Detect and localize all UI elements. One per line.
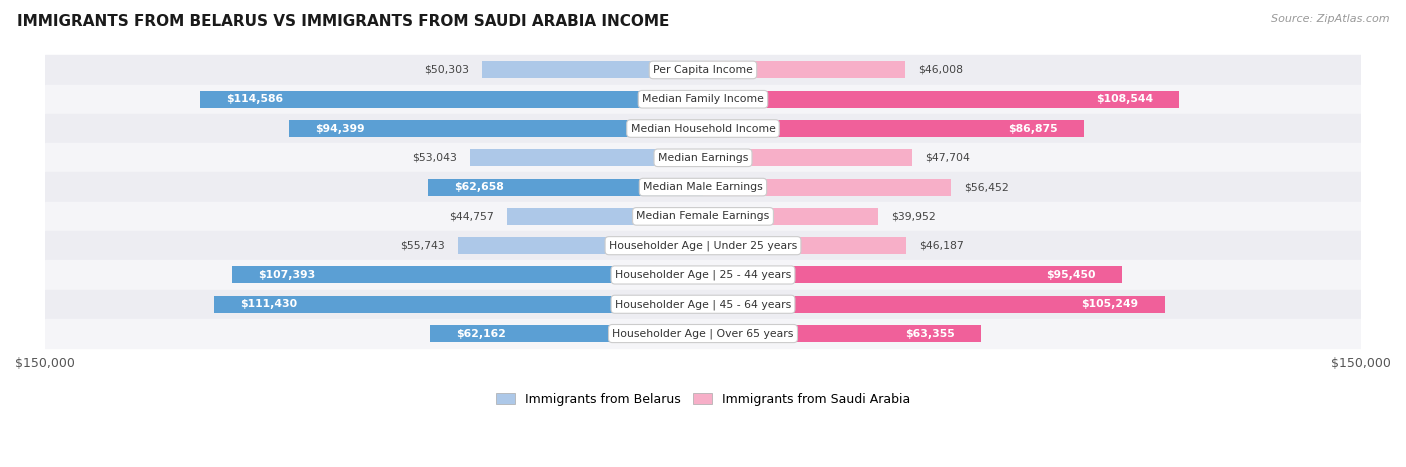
Text: $46,187: $46,187 — [918, 241, 963, 251]
Bar — [703, 120, 1084, 137]
Bar — [288, 120, 703, 137]
Bar — [703, 296, 1164, 313]
Bar — [703, 267, 1122, 283]
Text: Householder Age | Over 65 years: Householder Age | Over 65 years — [612, 328, 794, 339]
Bar — [703, 149, 912, 166]
Text: Median Female Earnings: Median Female Earnings — [637, 212, 769, 221]
Bar — [703, 237, 905, 254]
Bar — [506, 208, 703, 225]
Bar — [430, 325, 703, 342]
Text: Per Capita Income: Per Capita Income — [652, 65, 754, 75]
Bar — [45, 231, 1361, 260]
Text: Median Family Income: Median Family Income — [643, 94, 763, 104]
Bar — [200, 91, 703, 108]
Text: $86,875: $86,875 — [1008, 123, 1057, 134]
Bar — [458, 237, 703, 254]
Text: $56,452: $56,452 — [965, 182, 1008, 192]
Bar — [45, 85, 1361, 114]
Text: Median Household Income: Median Household Income — [630, 123, 776, 134]
Text: $55,743: $55,743 — [401, 241, 446, 251]
Bar — [45, 114, 1361, 143]
Bar — [45, 55, 1361, 85]
Bar — [703, 91, 1180, 108]
Text: $62,162: $62,162 — [457, 329, 506, 339]
Bar — [45, 290, 1361, 319]
Text: $111,430: $111,430 — [240, 299, 298, 309]
Text: Householder Age | 25 - 44 years: Householder Age | 25 - 44 years — [614, 270, 792, 280]
Text: $53,043: $53,043 — [412, 153, 457, 163]
Text: Median Male Earnings: Median Male Earnings — [643, 182, 763, 192]
Text: Source: ZipAtlas.com: Source: ZipAtlas.com — [1271, 14, 1389, 24]
Text: $105,249: $105,249 — [1081, 299, 1139, 309]
Bar — [703, 178, 950, 196]
Text: Householder Age | 45 - 64 years: Householder Age | 45 - 64 years — [614, 299, 792, 310]
Bar — [703, 208, 879, 225]
Bar — [427, 178, 703, 196]
Text: IMMIGRANTS FROM BELARUS VS IMMIGRANTS FROM SAUDI ARABIA INCOME: IMMIGRANTS FROM BELARUS VS IMMIGRANTS FR… — [17, 14, 669, 29]
Text: $114,586: $114,586 — [226, 94, 284, 104]
Text: $39,952: $39,952 — [891, 212, 936, 221]
Text: $50,303: $50,303 — [425, 65, 470, 75]
Text: $108,544: $108,544 — [1095, 94, 1153, 104]
Bar — [45, 319, 1361, 348]
Bar — [703, 325, 981, 342]
Bar — [45, 143, 1361, 172]
Bar — [45, 260, 1361, 290]
Text: $107,393: $107,393 — [259, 270, 315, 280]
Text: Median Earnings: Median Earnings — [658, 153, 748, 163]
Text: $63,355: $63,355 — [905, 329, 955, 339]
Bar — [470, 149, 703, 166]
Text: $47,704: $47,704 — [925, 153, 970, 163]
Bar — [703, 62, 905, 78]
Text: $46,008: $46,008 — [918, 65, 963, 75]
Bar — [45, 202, 1361, 231]
Bar — [232, 267, 703, 283]
Text: $95,450: $95,450 — [1046, 270, 1095, 280]
Bar — [214, 296, 703, 313]
Text: $62,658: $62,658 — [454, 182, 505, 192]
Text: $44,757: $44,757 — [449, 212, 494, 221]
Bar — [45, 172, 1361, 202]
Bar — [482, 62, 703, 78]
Text: Householder Age | Under 25 years: Householder Age | Under 25 years — [609, 241, 797, 251]
Legend: Immigrants from Belarus, Immigrants from Saudi Arabia: Immigrants from Belarus, Immigrants from… — [491, 388, 915, 410]
Text: $94,399: $94,399 — [315, 123, 364, 134]
